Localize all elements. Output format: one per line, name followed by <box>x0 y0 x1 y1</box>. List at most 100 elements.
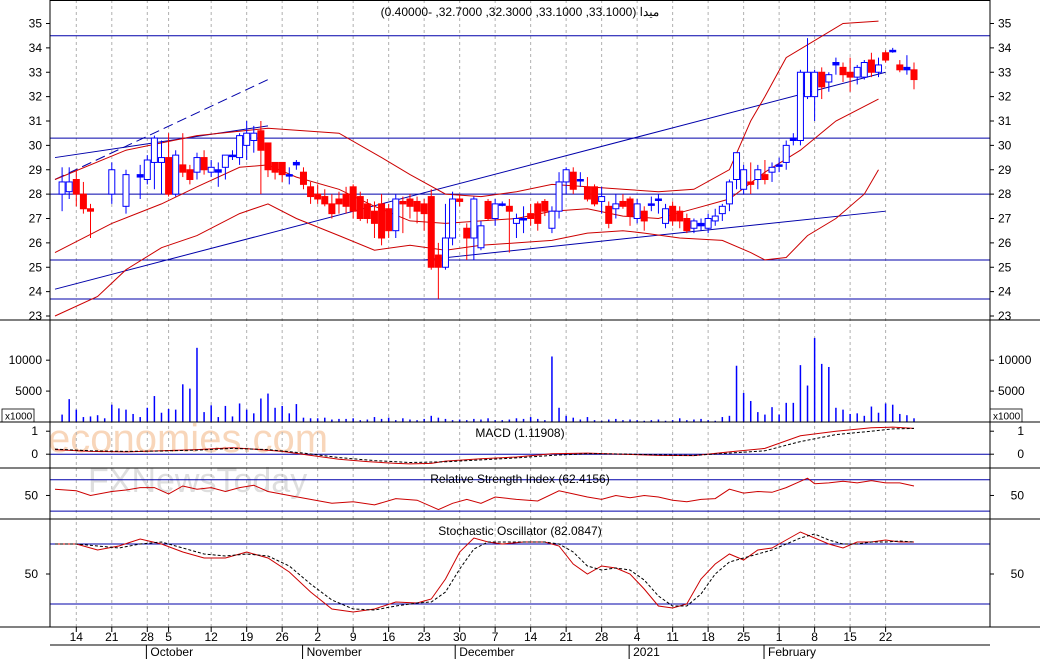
x-tick-label: 30 <box>453 630 467 644</box>
candle-body <box>846 71 854 78</box>
trend-line <box>424 210 886 261</box>
x-tick-label: 12 <box>205 630 219 644</box>
price-tick-label-right: 26 <box>998 236 1012 250</box>
candle-body <box>186 169 194 180</box>
candle-body <box>633 203 641 219</box>
candle-body <box>903 66 911 71</box>
candle-body <box>370 210 378 224</box>
candle-body <box>392 198 400 232</box>
candle-body <box>754 169 762 180</box>
x-tick-label: 5 <box>165 630 172 644</box>
stoch-series-1 <box>55 533 915 611</box>
candle-body <box>796 71 804 141</box>
candle-body <box>527 213 535 219</box>
candle-body <box>548 210 556 229</box>
price-tick-label-right: 31 <box>998 114 1012 128</box>
candle-body <box>108 169 116 195</box>
macd-series-0 <box>54 426 915 465</box>
candle-body <box>889 49 897 53</box>
price-tick-label-right: 32 <box>998 90 1012 104</box>
x-tick-label: 4 <box>634 630 641 644</box>
month-label: December <box>459 645 514 659</box>
month-label: November <box>307 645 362 659</box>
candle-body <box>79 193 87 210</box>
candle-body <box>647 203 655 206</box>
candle-body <box>789 137 797 141</box>
candle-body <box>292 161 300 166</box>
candle-body <box>264 142 272 171</box>
volume-tick-label-left: 5000 <box>15 384 42 398</box>
candle-body <box>583 186 591 200</box>
candle-body <box>782 144 790 163</box>
x-tick-label: 23 <box>417 630 431 644</box>
price-tick-label-right: 30 <box>998 138 1012 152</box>
candle-body <box>456 198 464 202</box>
price-tick-label-right: 23 <box>998 309 1012 323</box>
candle-body <box>683 218 691 232</box>
candle-body <box>605 205 613 224</box>
candle-body <box>285 174 293 177</box>
x-tick-label: 25 <box>737 630 751 644</box>
rsi-series-0 <box>54 477 915 511</box>
price-tick-label-right: 28 <box>998 187 1012 201</box>
candle-body <box>804 71 812 98</box>
x-tick-label: 21 <box>559 630 573 644</box>
volume-tick-label-left: 10000 <box>9 353 43 367</box>
price-tick-label-right: 35 <box>998 17 1012 31</box>
candle-body <box>257 130 265 151</box>
grid-lines <box>75 0 887 627</box>
candle-body <box>768 166 776 173</box>
x-tick-label: 19 <box>240 630 254 644</box>
macd-tick-label-left: 1 <box>31 424 38 438</box>
candle-body <box>619 200 627 207</box>
candle-body <box>278 161 286 176</box>
candle-body <box>591 186 599 205</box>
candle-body <box>811 71 819 98</box>
price-tick-label-left: 31 <box>29 114 43 128</box>
macd-series-1 <box>54 427 915 464</box>
macd-tick-label-right: 1 <box>1017 424 1024 438</box>
month-label: October <box>150 645 193 659</box>
watermark-line1: economies.com <box>48 417 328 461</box>
candle-body <box>236 135 244 159</box>
candle-body <box>640 210 648 222</box>
x-tick-label: 16 <box>382 630 396 644</box>
panel-frames <box>0 0 1040 628</box>
macd-tick-label-right: 0 <box>1017 447 1024 461</box>
candle-body <box>598 196 606 202</box>
price-tick-label-left: 28 <box>29 187 43 201</box>
x-tick-label: 8 <box>811 630 818 644</box>
x-tick-label: 15 <box>843 630 857 644</box>
candle-body <box>818 71 826 88</box>
candle-body <box>378 203 386 239</box>
price-tick-label-right: 24 <box>998 285 1012 299</box>
candle-body <box>165 157 173 195</box>
price-tick-label-right: 34 <box>998 41 1012 55</box>
month-label: February <box>768 645 816 659</box>
x-tick-label: 14 <box>524 630 538 644</box>
price-tick-label-left: 32 <box>29 90 43 104</box>
trend-line <box>54 71 886 290</box>
candle-body <box>832 62 840 66</box>
candle-body <box>718 205 726 215</box>
candle-body <box>221 154 229 168</box>
macd-tick-label-left: 0 <box>31 447 38 461</box>
candle-body <box>825 74 833 83</box>
price-tick-label-left: 27 <box>29 212 43 226</box>
candle-body <box>512 218 520 224</box>
x-axis: 14 21 28 5 12 19 26 2 9 16 23 30 7 14 21 28 4 11 18 25 1 8 15 2… <box>50 627 990 659</box>
rsi-tick-label-right: 50 <box>1011 488 1025 502</box>
candle-body <box>385 208 393 232</box>
candle-body <box>860 62 868 78</box>
candle-body <box>335 198 343 205</box>
candle-body <box>626 198 634 217</box>
price-tick-label-left: 24 <box>29 285 43 299</box>
candle-body <box>427 196 435 268</box>
volume-unit-label-right: x1000 <box>993 412 1021 423</box>
bollinger-lower <box>54 169 879 317</box>
x-tick-label: 28 <box>595 630 609 644</box>
volume-panel: 5000 5000 10000 10000 x1000 x1000 <box>1 337 1032 423</box>
candle-body <box>349 186 357 212</box>
x-tick-label: 26 <box>275 630 289 644</box>
